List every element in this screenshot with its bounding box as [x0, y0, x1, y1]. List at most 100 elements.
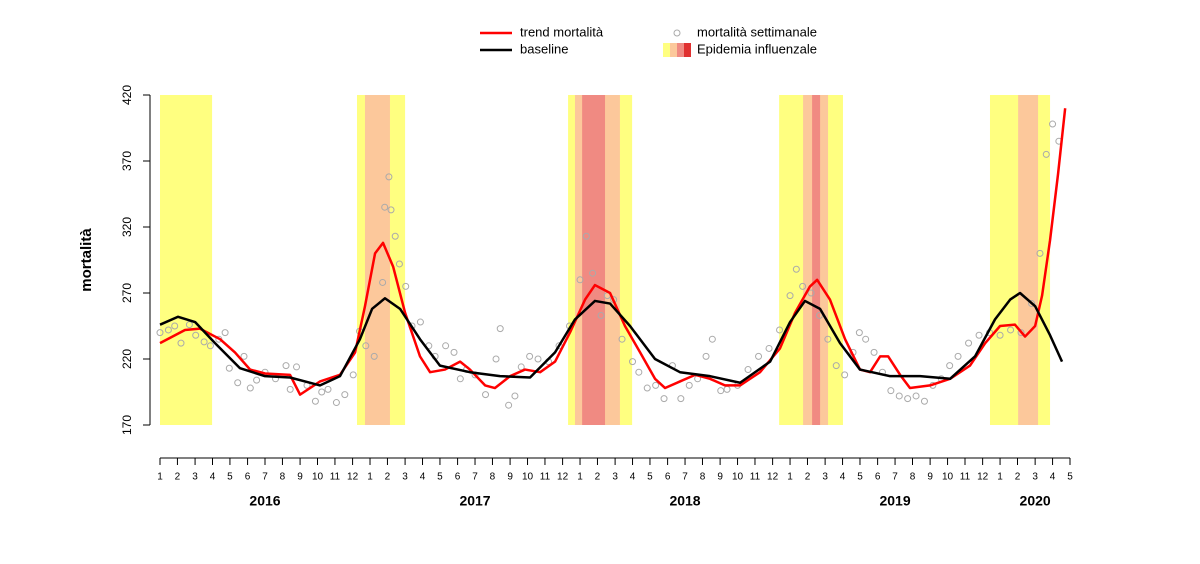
- legend-swatch: [677, 43, 684, 57]
- weekly-point: [815, 311, 823, 319]
- x-tick-label: 11: [540, 472, 551, 483]
- weekly-point: [708, 335, 716, 343]
- y-tick-label: 370: [120, 151, 134, 171]
- weekly-point: [379, 278, 387, 286]
- weekly-point: [895, 392, 903, 400]
- weekly-point: [629, 358, 637, 366]
- weekly-point: [870, 348, 878, 356]
- x-tick-label: 2: [1015, 472, 1021, 483]
- x-tick-label: 7: [682, 472, 688, 483]
- weekly-point: [192, 331, 200, 339]
- x-tick-label: 4: [1050, 472, 1056, 483]
- y-tick-label: 320: [120, 217, 134, 237]
- weekly-point: [442, 342, 450, 350]
- x-tick-label: 7: [892, 472, 898, 483]
- year-label: 2020: [1020, 493, 1051, 509]
- weekly-point: [975, 331, 983, 339]
- epidemic-band: [364, 95, 390, 425]
- weekly-point: [582, 232, 590, 240]
- weekly-point: [362, 342, 370, 350]
- x-tick-label: 3: [192, 472, 198, 483]
- weekly-point: [799, 282, 807, 290]
- x-tick-label: 6: [875, 472, 881, 483]
- weekly-point: [246, 384, 254, 392]
- y-tick-label: 420: [120, 85, 134, 105]
- x-tick-label: 9: [297, 472, 303, 483]
- weekly-point: [618, 335, 626, 343]
- weekly-point: [492, 355, 500, 363]
- weekly-point: [912, 392, 920, 400]
- x-tick-label: 3: [402, 472, 408, 483]
- weekly-point: [391, 232, 399, 240]
- x-tick-label: 4: [630, 472, 636, 483]
- weekly-point: [177, 339, 185, 347]
- weekly-point: [234, 379, 242, 387]
- weekly-point: [349, 371, 357, 379]
- weekly-point: [824, 335, 832, 343]
- weekly-point: [402, 282, 410, 290]
- weekly-point: [370, 352, 378, 360]
- legend-label: mortalità settimanale: [697, 24, 817, 39]
- weekly-point: [887, 387, 895, 395]
- weekly-point: [482, 391, 490, 399]
- weekly-point: [723, 385, 731, 393]
- x-tick-label: 3: [822, 472, 828, 483]
- weekly-point: [185, 321, 193, 329]
- weekly-point: [904, 395, 912, 403]
- x-tick-label: 8: [910, 472, 916, 483]
- x-tick-label: 10: [732, 472, 744, 483]
- weekly-point: [240, 352, 248, 360]
- x-tick-label: 10: [312, 472, 324, 483]
- x-tick-label: 2: [385, 472, 391, 483]
- x-tick-label: 5: [647, 472, 653, 483]
- x-tick-label: 6: [665, 472, 671, 483]
- weekly-point: [1049, 120, 1057, 128]
- epidemic-band: [160, 95, 213, 425]
- weekly-point: [395, 260, 403, 268]
- weekly-point: [965, 339, 973, 347]
- weekly-point: [597, 311, 605, 319]
- weekly-point: [171, 322, 179, 330]
- x-tick-label: 1: [157, 472, 163, 483]
- weekly-point: [954, 352, 962, 360]
- weekly-point: [589, 269, 597, 277]
- weekly-point: [776, 326, 784, 334]
- x-tick-label: 11: [330, 472, 341, 483]
- weekly-point: [286, 385, 294, 393]
- legend-swatch: [684, 43, 691, 57]
- weekly-point: [332, 399, 340, 407]
- legend-swatch: [663, 43, 670, 57]
- weekly-point: [1036, 249, 1044, 257]
- weekly-point: [253, 376, 261, 384]
- weekly-point: [293, 363, 301, 371]
- x-tick-label: 3: [1032, 472, 1038, 483]
- epidemic-band: [1018, 95, 1039, 425]
- weekly-point: [324, 385, 332, 393]
- weekly-point: [341, 391, 349, 399]
- weekly-point: [534, 355, 542, 363]
- weekly-point: [385, 173, 393, 181]
- year-label: 2019: [879, 493, 910, 509]
- x-tick-label: 3: [612, 472, 618, 483]
- weekly-point: [744, 366, 752, 374]
- y-tick-label: 170: [120, 415, 134, 435]
- weekly-point: [635, 368, 643, 376]
- x-tick-label: 10: [942, 472, 954, 483]
- x-tick-label: 12: [347, 472, 359, 483]
- weekly-point: [526, 352, 534, 360]
- weekly-point: [1028, 300, 1036, 308]
- weekly-point: [685, 381, 693, 389]
- weekly-point: [1007, 326, 1015, 334]
- y-axis-label: mortalità: [78, 228, 95, 292]
- weekly-point: [660, 395, 668, 403]
- x-tick-label: 12: [557, 472, 569, 483]
- weekly-point: [505, 401, 513, 409]
- epidemic-band: [812, 95, 821, 425]
- y-tick-label: 270: [120, 283, 134, 303]
- weekly-point: [832, 362, 840, 370]
- x-tick-label: 8: [490, 472, 496, 483]
- weekly-point: [318, 388, 326, 396]
- x-tick-label: 6: [455, 472, 461, 483]
- x-tick-label: 11: [960, 472, 971, 483]
- trend-line: [159, 291, 1064, 387]
